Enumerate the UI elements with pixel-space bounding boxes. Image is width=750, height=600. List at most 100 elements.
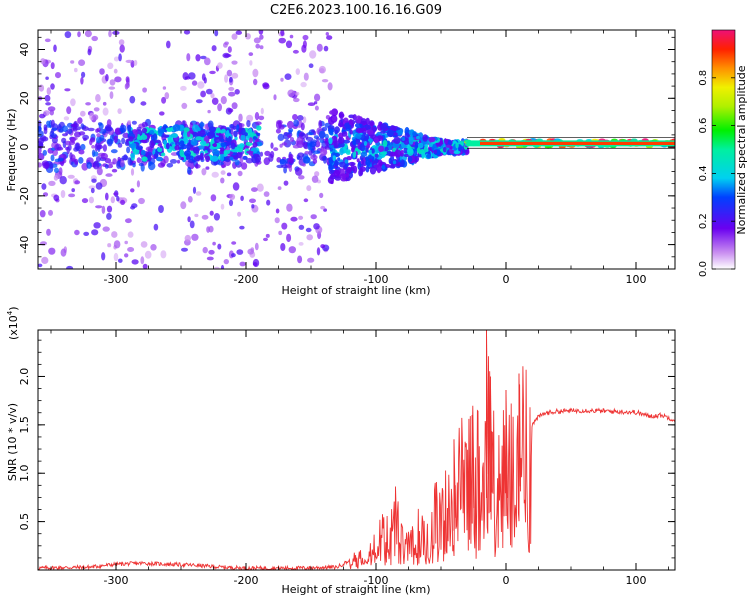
heatmap-cell [45,124,52,128]
heatmap-cell [369,166,377,175]
heatmap-cell [287,120,294,129]
heatmap-cell [96,167,103,176]
heatmap-cell [286,233,292,243]
snr-ytick-label: 1.0 [18,464,31,482]
heatmap-cell [202,246,208,254]
heatmap-cell [204,150,208,154]
heatmap-cell [212,149,219,155]
heatmap-cell [55,72,61,79]
heatmap-cell [326,35,333,40]
heatmap-cell [252,262,258,267]
heatmap-cell [192,146,200,154]
heatmap-cell [220,147,225,152]
heatmap-cell [156,156,164,162]
heatmap-cell [349,129,353,135]
spectrogram-xtick-label: 100 [626,273,647,286]
heatmap-cell [140,149,146,156]
snr-series-line [38,356,675,570]
heatmap-cell [181,144,188,150]
heatmap-cell [300,122,305,131]
heatmap-cell [199,140,207,146]
colorbar: 0.0 0.2 0.4 0.6 0.8 Normalized spectral ampl… [698,29,748,277]
snr-xtick-label: -100 [364,574,389,587]
heatmap-cell [255,121,262,125]
heatmap-cell [43,110,50,116]
heatmap-cell [234,89,240,95]
heatmap-cell [118,39,125,46]
heatmap-cell [211,171,219,178]
heatmap-cell [394,149,402,158]
heatmap-cell [287,89,295,98]
snr-xtick-label: 0 [503,574,510,587]
heatmap-cell [334,175,342,181]
heatmap-cell [275,121,282,129]
heatmap-cell [252,136,257,140]
heatmap-cell [163,139,168,145]
heatmap-cell [338,142,345,148]
heatmap-cell [166,142,170,150]
heatmap-cell [281,222,288,230]
heatmap-cell [74,229,80,236]
heatmap-cell [107,62,114,70]
heatmap-cell [138,162,144,167]
heatmap-cell [311,129,315,134]
heatmap-cell [200,90,207,98]
heatmap-cell [46,120,51,126]
heatmap-cell [303,72,309,81]
heatmap-cell [360,151,368,157]
heatmap-cell [176,159,181,164]
snr-panel: -300 -200 -100 0 100 0.5 1.0 1.5 2.0 Height of s… [6,306,676,596]
heatmap-cell [78,149,85,155]
heatmap-cell [182,72,189,81]
heatmap-cell [314,105,319,111]
heatmap-cell [191,233,199,241]
heatmap-cell [179,149,184,157]
heatmap-cell [381,164,386,170]
heatmap-cell [174,145,180,151]
heatmap-cell [331,116,338,122]
heatmap-cell [365,125,370,130]
heatmap-cell [106,205,113,213]
heatmap-cell [351,146,355,153]
heatmap-cell [310,214,317,220]
heatmap-cell [187,196,193,203]
heatmap-cell [309,50,317,59]
heatmap-cell [283,132,291,140]
heatmap-cell [102,226,110,232]
heatmap-cell [153,223,159,231]
heatmap-cell [113,135,119,144]
heatmap-cell [296,130,300,139]
heatmap-cell [337,137,345,144]
heatmap-cell [106,138,114,145]
heatmap-cell [152,133,158,141]
heatmap-cell [75,143,80,151]
heatmap-cell [311,175,319,183]
heatmap-cell [220,170,226,175]
heatmap-cell [162,134,170,138]
heatmap-cell [356,158,360,163]
heatmap-cell [275,208,280,214]
heatmap-cell [57,157,64,162]
heatmap-cell [396,129,403,136]
heatmap-cell [154,139,161,144]
heatmap-cell [190,138,198,146]
heatmap-cell [80,143,86,151]
spectrogram-xtick-label: -300 [104,273,129,286]
heatmap-cell [417,142,424,149]
heatmap-cell [188,72,196,80]
heatmap-cell [424,143,428,148]
snr-xtick-label: -200 [234,574,259,587]
heatmap-cell [186,131,191,138]
heatmap-cell [104,164,109,169]
heatmap-cell [67,174,75,179]
heatmap-cell [249,137,253,144]
heatmap-cell [226,69,233,77]
heatmap-cell [124,218,132,224]
heatmap-cell [53,174,59,181]
heatmap-cell [49,109,54,116]
heatmap-cell [86,161,92,169]
heatmap-cell [280,30,285,37]
heatmap-cell [104,158,112,164]
heatmap-cell [220,264,225,269]
heatmap-cell [251,187,258,193]
